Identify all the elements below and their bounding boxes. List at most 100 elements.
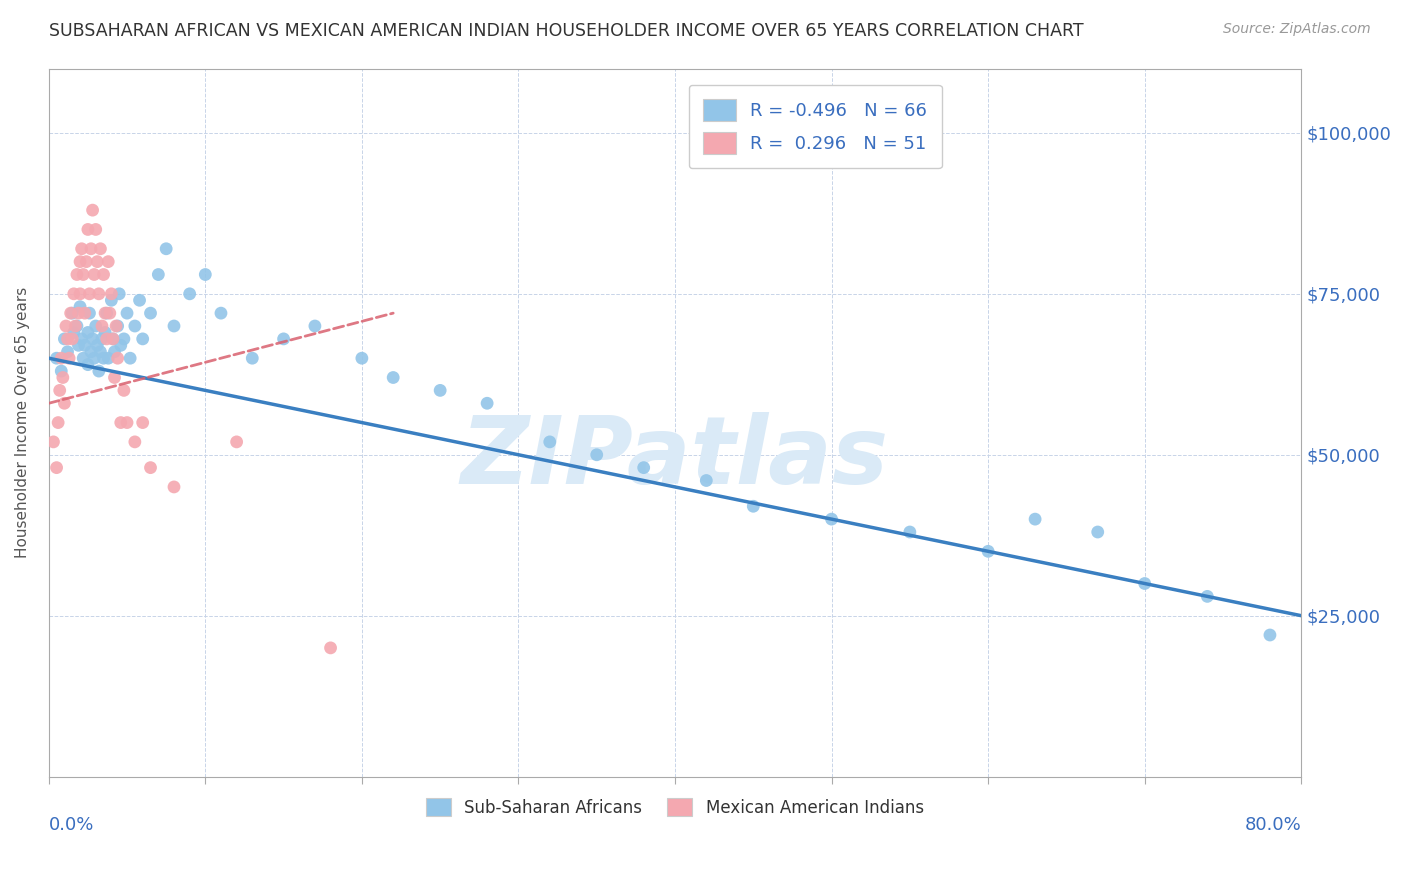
Point <box>60 332 83 346</box>
Point <box>96 306 118 320</box>
Point <box>51 364 73 378</box>
Point <box>131 332 153 346</box>
Point <box>179 286 201 301</box>
Point <box>98 306 121 320</box>
Text: ZIPatlas: ZIPatlas <box>461 412 889 504</box>
Point <box>1197 590 1219 604</box>
Point <box>51 351 73 366</box>
Point <box>56 332 79 346</box>
Point <box>128 293 150 308</box>
Point <box>82 203 104 218</box>
Point <box>977 544 1000 558</box>
Point <box>633 460 655 475</box>
Point <box>304 318 326 333</box>
Point <box>83 351 105 366</box>
Point <box>93 268 115 282</box>
Point <box>107 351 129 366</box>
Point <box>115 306 138 320</box>
Point <box>45 351 67 366</box>
Point <box>124 318 146 333</box>
Point <box>93 351 115 366</box>
Point <box>56 344 79 359</box>
Text: 0.0%: 0.0% <box>49 815 94 833</box>
Point <box>87 286 110 301</box>
Legend: Sub-Saharan Africans, Mexican American Indians: Sub-Saharan Africans, Mexican American I… <box>418 790 932 825</box>
Point <box>67 338 90 352</box>
Point <box>66 318 89 333</box>
Point <box>163 480 186 494</box>
Point <box>55 318 77 333</box>
Point <box>77 326 100 340</box>
Point <box>209 306 232 320</box>
Point <box>69 254 91 268</box>
Point <box>96 332 118 346</box>
Point <box>84 222 107 236</box>
Point <box>225 434 247 449</box>
Point <box>75 254 97 268</box>
Point <box>46 416 69 430</box>
Point <box>695 474 717 488</box>
Point <box>155 242 177 256</box>
Point <box>53 396 76 410</box>
Point <box>820 512 842 526</box>
Point <box>83 268 105 282</box>
Point <box>87 364 110 378</box>
Point <box>273 332 295 346</box>
Point <box>124 434 146 449</box>
Point <box>101 332 124 346</box>
Point <box>120 351 142 366</box>
Point <box>77 222 100 236</box>
Point <box>72 268 94 282</box>
Point <box>91 332 114 346</box>
Point <box>139 460 162 475</box>
Point <box>131 416 153 430</box>
Point <box>194 268 217 282</box>
Point <box>94 326 117 340</box>
Point <box>350 351 373 366</box>
Point <box>110 338 132 352</box>
Point <box>60 306 83 320</box>
Point <box>475 396 498 410</box>
Text: Source: ZipAtlas.com: Source: ZipAtlas.com <box>1223 22 1371 37</box>
Point <box>84 318 107 333</box>
Point <box>112 332 135 346</box>
Point <box>585 448 607 462</box>
Y-axis label: Householder Income Over 65 years: Householder Income Over 65 years <box>15 287 30 558</box>
Point <box>112 384 135 398</box>
Point <box>97 254 120 268</box>
Point <box>79 306 101 320</box>
Point <box>89 344 111 359</box>
Point <box>89 242 111 256</box>
Point <box>69 286 91 301</box>
Point <box>70 242 93 256</box>
Point <box>80 344 103 359</box>
Point <box>67 306 90 320</box>
Point <box>82 332 104 346</box>
Point <box>62 286 84 301</box>
Point <box>73 306 96 320</box>
Point <box>79 286 101 301</box>
Point <box>115 416 138 430</box>
Point <box>86 254 108 268</box>
Point <box>382 370 405 384</box>
Point <box>107 318 129 333</box>
Point <box>110 416 132 430</box>
Point <box>429 384 451 398</box>
Point <box>58 351 80 366</box>
Point <box>97 351 120 366</box>
Point <box>108 286 131 301</box>
Point <box>100 286 122 301</box>
Text: 80.0%: 80.0% <box>1244 815 1302 833</box>
Point <box>148 268 170 282</box>
Point <box>72 351 94 366</box>
Point <box>91 318 114 333</box>
Point <box>45 460 67 475</box>
Point <box>538 434 561 449</box>
Point <box>70 332 93 346</box>
Point <box>80 242 103 256</box>
Point <box>240 351 263 366</box>
Point <box>65 318 87 333</box>
Point <box>48 384 70 398</box>
Point <box>103 370 125 384</box>
Point <box>77 358 100 372</box>
